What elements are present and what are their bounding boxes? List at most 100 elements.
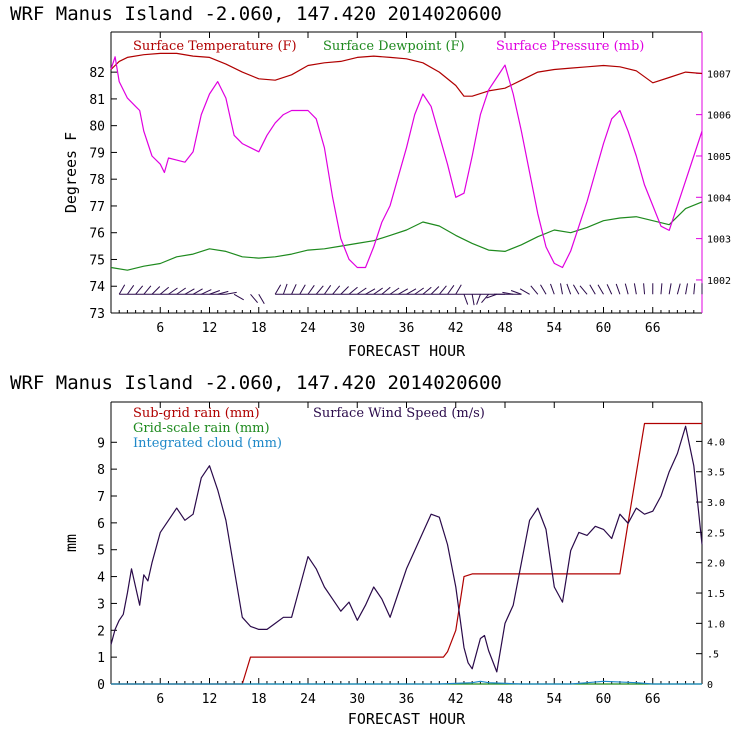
legend-entry-1: Surface Temperature (F) — [133, 39, 297, 54]
y-tick-label: 7 — [97, 490, 105, 505]
wind-barb — [332, 285, 341, 295]
wind-barb — [258, 294, 265, 305]
wind-barb — [274, 284, 282, 295]
y-tick-label: 82 — [89, 66, 105, 81]
wind-barb — [381, 286, 391, 295]
wind-barb — [476, 294, 481, 305]
x-axis-label: FORECAST HOUR — [348, 710, 466, 728]
x-tick-label: 30 — [349, 321, 365, 336]
y-tick-label: 76 — [89, 227, 105, 242]
x-tick-label: 60 — [596, 692, 612, 707]
y2-tick-label: 1004 — [707, 193, 731, 204]
wind-barb — [606, 284, 613, 295]
wind-barb — [315, 285, 324, 295]
y-axis-label: mm — [62, 534, 80, 552]
wind-barb — [135, 285, 144, 295]
y-tick-label: 80 — [89, 120, 105, 135]
x-tick-label: 6 — [156, 692, 164, 707]
y2-tick-label: 2.0 — [707, 559, 725, 570]
y-tick-label: 9 — [97, 436, 105, 451]
y2-tick-label: 1006 — [707, 111, 731, 122]
wind-barb — [324, 285, 332, 295]
wind-barb — [430, 286, 440, 295]
wind-barb — [540, 284, 547, 295]
series-line-3 — [111, 680, 702, 685]
wind-barb — [389, 287, 400, 295]
y-tick-label: 3 — [97, 597, 105, 612]
wind-barb — [348, 286, 358, 295]
wind-barb — [373, 287, 383, 295]
x-tick-label: 24 — [300, 321, 316, 336]
y2-tick-label: 0 — [707, 680, 713, 691]
y2-tick-label: 1007 — [707, 69, 731, 80]
x-tick-label: 30 — [349, 692, 365, 707]
wind-barb — [486, 293, 497, 299]
y2-tick-label: 1005 — [707, 152, 731, 163]
legend-entry-3: Integrated cloud (mm) — [133, 436, 282, 451]
x-tick-label: 12 — [202, 692, 218, 707]
y-tick-label: 6 — [97, 517, 105, 532]
legend-entry-1: Sub-grid rain (mm) — [133, 406, 260, 421]
chart-title: WRF Manus Island -2.060, 147.420 2014020… — [10, 3, 502, 25]
wind-barb — [422, 286, 432, 295]
x-tick-label: 66 — [645, 692, 661, 707]
y-tick-label: 73 — [89, 307, 105, 322]
wind-barb — [519, 288, 530, 295]
x-tick-label: 54 — [546, 321, 562, 336]
x-tick-label: 18 — [251, 321, 267, 336]
series-line-2 — [110, 201, 703, 271]
wind-barb — [414, 287, 424, 295]
y-tick-label: 77 — [89, 200, 105, 215]
wind-barb — [356, 287, 367, 295]
series-line-1 — [111, 422, 702, 685]
wind-barb — [615, 283, 621, 295]
wind-barb — [127, 285, 135, 295]
wind-barb — [447, 285, 455, 295]
legend-entry-4: Surface Wind Speed (m/s) — [313, 406, 485, 421]
x-tick-label: 42 — [448, 321, 464, 336]
chart-title: WRF Manus Island -2.060, 147.420 2014020… — [10, 372, 502, 394]
y-tick-label: 5 — [97, 544, 105, 559]
x-tick-label: 42 — [448, 692, 464, 707]
wind-barb — [597, 284, 604, 295]
wind-barb — [643, 283, 646, 295]
y-tick-label: 79 — [89, 146, 105, 161]
y2-tick-label: 1.5 — [707, 589, 725, 600]
wind-barb — [510, 290, 522, 295]
wind-barb — [151, 286, 161, 295]
y2-tick-label: 1002 — [707, 276, 731, 287]
wind-barb — [530, 285, 539, 295]
wind-barb — [589, 284, 596, 295]
x-tick-label: 48 — [497, 321, 513, 336]
wind-barb — [225, 291, 237, 295]
series-line-4 — [110, 425, 703, 673]
wind-barb — [471, 294, 475, 306]
y2-tick-label: 3.5 — [707, 468, 725, 479]
wind-barb — [159, 286, 170, 295]
y-axis-label: Degrees F — [62, 132, 80, 213]
wind-barb — [365, 288, 376, 295]
y-tick-label: 78 — [89, 173, 105, 188]
x-tick-label: 12 — [202, 321, 218, 336]
x-axis-label: FORECAST HOUR — [348, 342, 466, 360]
wind-barb — [463, 294, 469, 305]
x-tick-label: 60 — [596, 321, 612, 336]
wind-barb — [118, 284, 126, 295]
wind-barb — [660, 283, 663, 295]
legend-entry-2: Grid-scale rain (mm) — [133, 421, 270, 436]
wind-barb — [184, 288, 195, 295]
x-tick-label: 6 — [156, 321, 164, 336]
wind-barb — [566, 283, 572, 295]
y2-tick-label: 2.5 — [707, 528, 725, 539]
wind-barb — [579, 285, 588, 295]
wind-barb — [676, 283, 681, 295]
wind-barb — [233, 293, 244, 301]
series-line-1 — [110, 52, 703, 97]
wind-barb — [560, 283, 563, 295]
wind-barb — [307, 285, 315, 295]
legend-entry-3: Surface Pressure (mb) — [496, 39, 644, 54]
y2-tick-label: 4.0 — [707, 437, 725, 448]
wind-barb — [550, 283, 555, 295]
x-tick-label: 18 — [251, 692, 267, 707]
